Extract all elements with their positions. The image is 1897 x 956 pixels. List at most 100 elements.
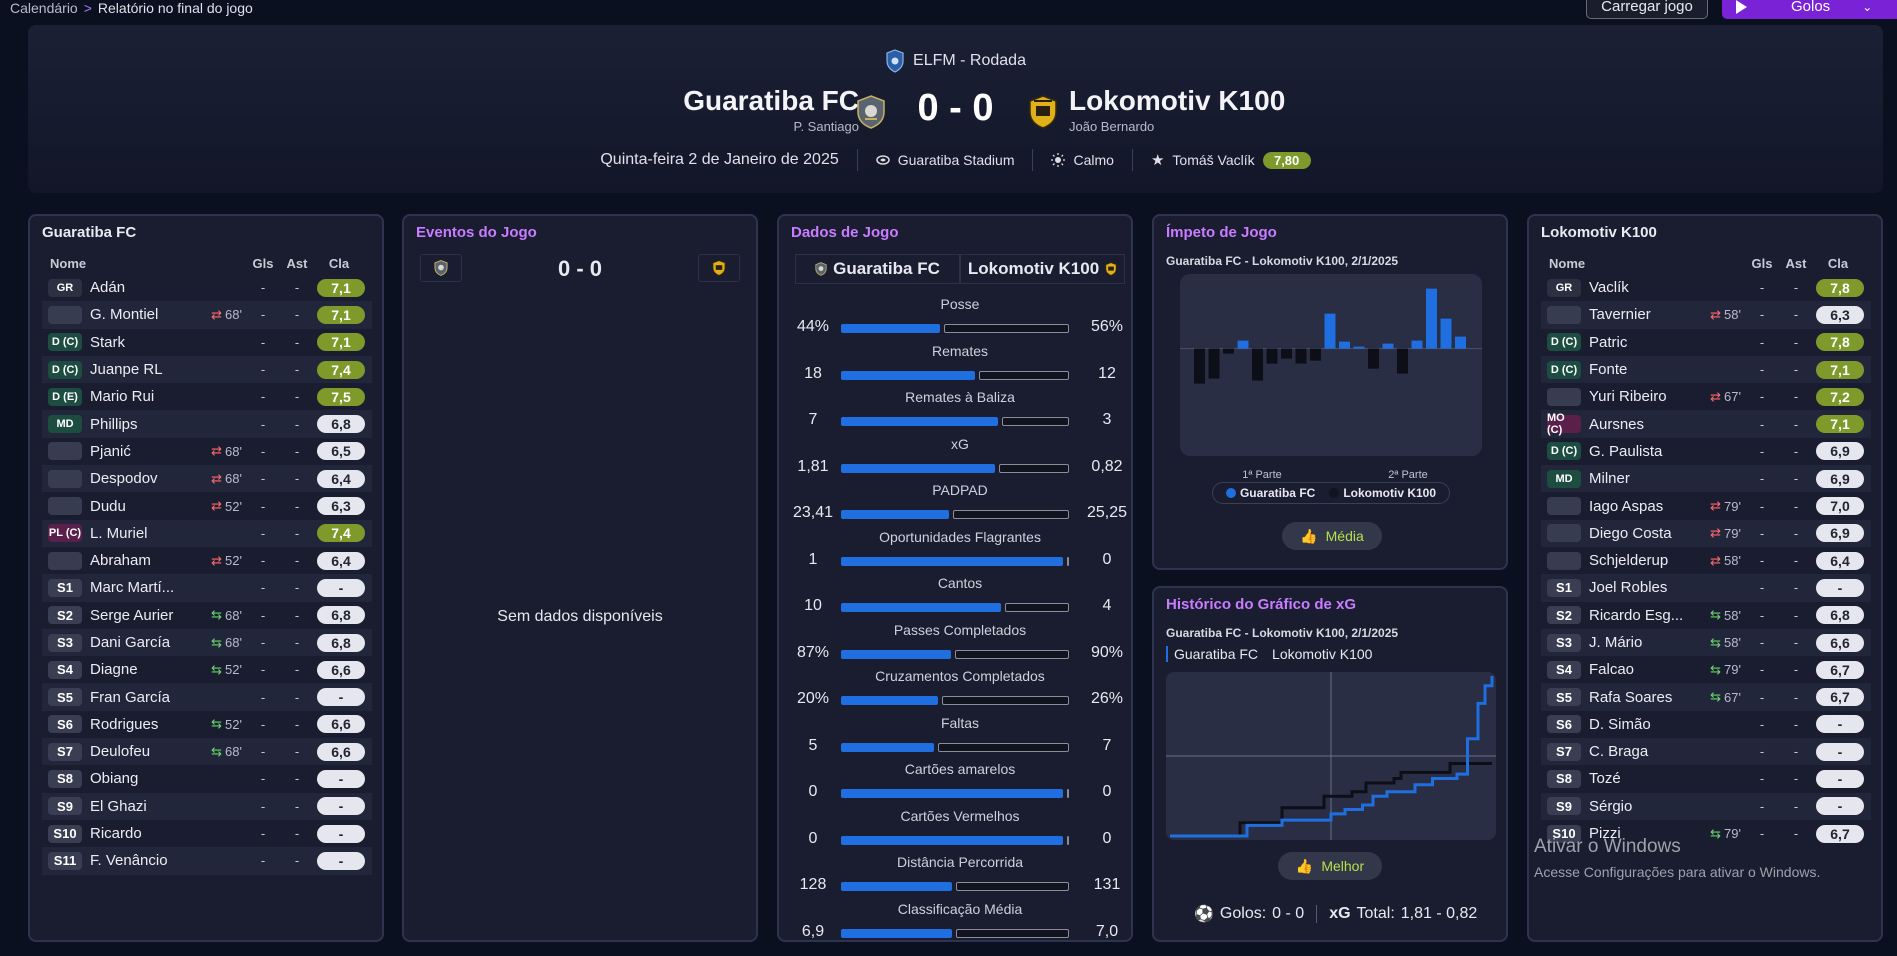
player-name[interactable]: Iago Aspas	[1589, 497, 1664, 515]
player-name[interactable]: Ricardo	[90, 825, 142, 843]
player-row[interactable]: MD Milner - - 6,9	[1541, 465, 1871, 493]
header-assists[interactable]: Ast	[1785, 255, 1807, 271]
player-row[interactable]: Yuri Ribeiro ⇄ 67' - -7,2	[1541, 383, 1871, 410]
player-name[interactable]: Diagne	[90, 661, 138, 679]
player-row[interactable]: Iago Aspas ⇄ 79' - -7,0	[1541, 492, 1871, 519]
player-name[interactable]: G. Montiel	[90, 306, 159, 324]
momentum-average-button[interactable]: 👍 Média	[1282, 522, 1382, 550]
player-row[interactable]: S6 D. Simão - - -	[1541, 711, 1871, 738]
player-row[interactable]: S3 Dani García ⇆ 68' - -6,8	[42, 628, 372, 657]
player-name[interactable]: El Ghazi	[90, 797, 147, 815]
player-row[interactable]: S7 Deulofeu ⇆ 68' - -6,6	[42, 738, 372, 766]
player-row[interactable]: D (C) G. Paulista - - 6,9	[1541, 438, 1871, 465]
player-row[interactable]: S1 Marc Martí... - - -	[42, 574, 372, 602]
player-row[interactable]: S9 El Ghazi - - -	[42, 792, 372, 820]
stadium-name[interactable]: Guaratiba Stadium	[897, 152, 1015, 168]
player-name[interactable]: Sérgio	[1589, 797, 1633, 815]
goals-highlights-button[interactable]: Golos ⌄	[1722, 0, 1897, 19]
player-name[interactable]: Marc Martí...	[90, 579, 175, 597]
player-name[interactable]: Aursnes	[1589, 415, 1645, 433]
player-name[interactable]: Vaclík	[1589, 279, 1629, 297]
header-rating[interactable]: Cla	[1827, 255, 1849, 271]
header-name[interactable]: Nome	[50, 255, 87, 271]
header-assists[interactable]: Ast	[286, 255, 308, 271]
player-row[interactable]: S9 Sérgio - - -	[1541, 792, 1871, 820]
player-name[interactable]: Deulofeu	[90, 743, 151, 761]
player-name[interactable]: Juanpe RL	[90, 361, 163, 379]
player-row[interactable]: Diego Costa ⇄ 79' - -6,9	[1541, 519, 1871, 547]
player-row[interactable]: S7 C. Braga - - -	[1541, 738, 1871, 766]
player-row[interactable]: S5 Rafa Soares ⇆ 67' - -6,7	[1541, 683, 1871, 711]
xg-best-button[interactable]: 👍 Melhor	[1278, 852, 1382, 880]
player-name[interactable]: Rafa Soares	[1589, 688, 1673, 706]
player-row[interactable]: S8 Obiang - - -	[42, 765, 372, 792]
home-manager[interactable]: P. Santiago	[793, 119, 859, 134]
player-row[interactable]: S6 Rodrigues ⇆ 52' - -6,6	[42, 711, 372, 738]
player-name[interactable]: Schjelderup	[1589, 552, 1669, 570]
player-row[interactable]: GR Vaclík - - 7,8	[1541, 274, 1871, 301]
player-name[interactable]: Fran García	[90, 688, 171, 706]
player-name[interactable]: Despodov	[90, 470, 158, 488]
player-name[interactable]: Phillips	[90, 415, 138, 433]
player-name[interactable]: Tozé	[1589, 770, 1621, 788]
player-row[interactable]: Schjelderup ⇄ 58' - -6,4	[1541, 547, 1871, 574]
player-name[interactable]: Dudu	[90, 497, 126, 515]
player-name[interactable]: Dani García	[90, 634, 171, 651]
player-row[interactable]: D (C) Juanpe RL - - 7,4	[42, 355, 372, 384]
player-name[interactable]: Adán	[90, 279, 126, 297]
player-name[interactable]: D. Simão	[1589, 715, 1651, 733]
player-name[interactable]: Rodrigues	[90, 715, 159, 733]
player-row[interactable]: D (C) Stark - - 7,1	[42, 329, 372, 356]
breadcrumb-parent[interactable]: Calendário	[10, 0, 78, 16]
player-name[interactable]: Stark	[90, 333, 126, 351]
player-name[interactable]: Serge Aurier	[90, 606, 174, 624]
player-row[interactable]: Dudu ⇄ 52' - -6,3	[42, 492, 372, 519]
motm-name[interactable]: Tomáš Vaclík	[1172, 152, 1255, 168]
player-row[interactable]: S4 Falcao ⇆ 79' - -6,7	[1541, 656, 1871, 683]
header-name[interactable]: Nome	[1549, 255, 1586, 271]
player-name[interactable]: Joel Robles	[1589, 579, 1668, 597]
player-row[interactable]: D (E) Mario Rui - - 7,5	[42, 383, 372, 410]
player-name[interactable]: Pjanić	[90, 442, 131, 460]
player-name[interactable]: J. Mário	[1589, 634, 1643, 651]
player-row[interactable]: S10 Pizzi ⇆ 79' - -6,7	[1541, 820, 1871, 847]
load-match-button[interactable]: Carregar jogo	[1586, 0, 1708, 19]
player-name[interactable]: Yuri Ribeiro	[1589, 388, 1667, 406]
player-name[interactable]: Obiang	[90, 770, 139, 788]
player-row[interactable]: S3 J. Mário ⇆ 58' - -6,6	[1541, 628, 1871, 657]
player-name[interactable]: Patric	[1589, 333, 1628, 351]
player-name[interactable]: Fonte	[1589, 361, 1628, 379]
player-name[interactable]: Pizzi	[1589, 825, 1621, 843]
header-goals[interactable]: Gls	[1751, 255, 1773, 271]
player-row[interactable]: Abraham ⇄ 52' - -6,4	[42, 547, 372, 574]
player-row[interactable]: S5 Fran García - - -	[42, 683, 372, 711]
player-row[interactable]: S2 Ricardo Esg... ⇆ 58' - -6,8	[1541, 602, 1871, 629]
player-name[interactable]: Milner	[1589, 470, 1630, 488]
player-row[interactable]: GR Adán - - 7,1	[42, 274, 372, 301]
player-name[interactable]: Falcao	[1589, 661, 1635, 679]
player-name[interactable]: C. Braga	[1589, 743, 1649, 761]
player-name[interactable]: Tavernier	[1589, 306, 1651, 324]
player-row[interactable]: S4 Diagne ⇆ 52' - -6,6	[42, 656, 372, 683]
player-row[interactable]: S1 Joel Robles - - -	[1541, 574, 1871, 602]
player-row[interactable]: Pjanić ⇄ 68' - -6,5	[42, 438, 372, 465]
player-row[interactable]: Despodov ⇄ 68' - -6,4	[42, 465, 372, 493]
player-row[interactable]: D (C) Patric - - 7,8	[1541, 329, 1871, 356]
header-goals[interactable]: Gls	[252, 255, 274, 271]
player-row[interactable]: S2 Serge Aurier ⇆ 68' - -6,8	[42, 602, 372, 629]
player-row[interactable]: S11 F. Venâncio - - -	[42, 847, 372, 875]
player-row[interactable]: G. Montiel ⇄ 68' - -7,1	[42, 301, 372, 329]
player-name[interactable]: G. Paulista	[1589, 442, 1663, 460]
away-manager[interactable]: João Bernardo	[1069, 119, 1155, 134]
home-team-name[interactable]: Guaratiba FC	[683, 85, 859, 116]
player-row[interactable]: MD Phillips - - 6,8	[42, 410, 372, 438]
player-name[interactable]: Diego Costa	[1589, 524, 1672, 542]
header-rating[interactable]: Cla	[328, 255, 350, 271]
player-name[interactable]: Ricardo Esg...	[1589, 606, 1684, 624]
player-row[interactable]: Tavernier ⇄ 58' - -6,3	[1541, 301, 1871, 329]
player-name[interactable]: Mario Rui	[90, 388, 155, 406]
player-name[interactable]: Abraham	[90, 552, 151, 570]
player-name[interactable]: F. Venâncio	[90, 852, 168, 870]
player-row[interactable]: MO (C) Aursnes - - 7,1	[1541, 410, 1871, 438]
player-name[interactable]: L. Muriel	[90, 524, 148, 542]
